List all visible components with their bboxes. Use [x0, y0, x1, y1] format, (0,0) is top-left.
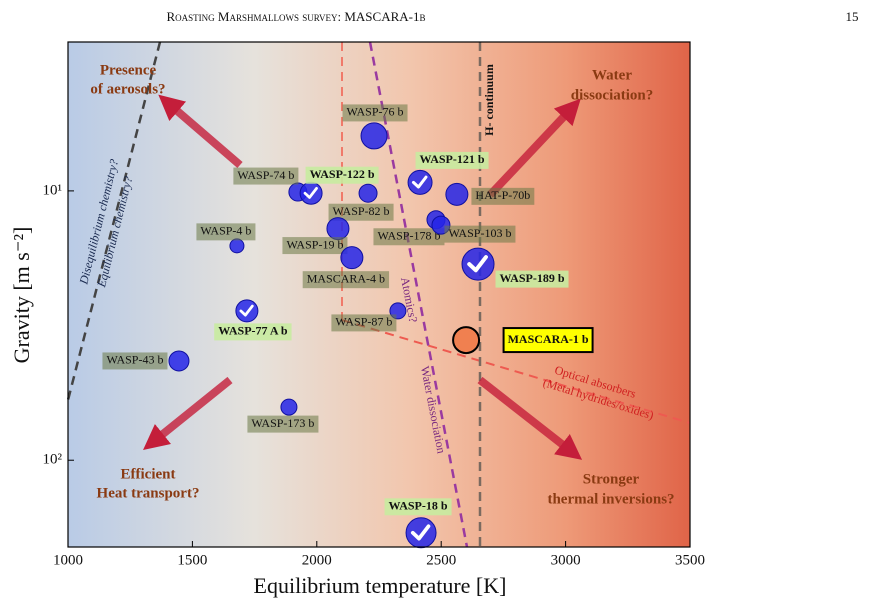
page-number: 15 [846, 9, 859, 24]
running-header: Roasting Marshmallows survey: MASCARA-1b [166, 9, 425, 24]
label-box [247, 415, 319, 433]
planet-label: WASP-122 b [310, 167, 375, 181]
planet-label: WASP-173 b [251, 416, 314, 430]
planet-label: WASP-189 b [500, 271, 565, 285]
planet-label: WASP-19 b [286, 237, 343, 251]
annotation: of aerosols? [90, 81, 165, 97]
label-box [373, 228, 445, 246]
arrow [158, 94, 243, 169]
x-tick-label: 1500 [177, 552, 207, 568]
label-box [415, 151, 489, 169]
annotation: Efficient [121, 466, 176, 482]
x-tick-label: 2500 [426, 552, 456, 568]
planet-label: WASP-18 b [389, 499, 448, 513]
y-axis-label: Gravity [m s⁻²] [9, 227, 34, 364]
planet-point [358, 183, 378, 203]
x-tick-label: 3000 [551, 552, 581, 568]
planet-point [461, 247, 495, 281]
detection-check [410, 524, 431, 541]
label-box [328, 203, 394, 221]
planet-point [340, 246, 364, 270]
planet-label: WASP-178 b [377, 229, 440, 243]
planet-point [235, 299, 259, 323]
planet-point [405, 517, 437, 549]
planet-label: WASP-121 b [420, 152, 485, 166]
planet-label: WASP-82 b [333, 204, 390, 218]
label-box [302, 271, 390, 289]
annotation: H- continuum [482, 64, 496, 136]
y-tick-label: 10¹ [43, 182, 63, 198]
planet-point [229, 238, 245, 254]
x-tick-label: 3500 [675, 552, 705, 568]
annotation: dissociation? [571, 87, 654, 103]
planet-label: WASP-43 b [106, 353, 163, 367]
planet-point [452, 326, 481, 355]
annotation: Stronger [583, 471, 640, 487]
planet-point [445, 182, 469, 206]
label-box [495, 270, 569, 288]
y-tick-label: 10² [43, 452, 63, 468]
label-box [342, 104, 408, 122]
planet-point [280, 398, 298, 416]
planet-point [299, 181, 323, 205]
planet-label: WASP-76 b [347, 105, 404, 119]
detection-check [303, 186, 318, 199]
chemistry-line [66, 41, 162, 401]
label-box [502, 327, 594, 354]
label-box [214, 323, 292, 341]
planet-label: WASP-77 A b [218, 324, 288, 338]
x-axis-label: Equilibrium temperature [K] [254, 573, 507, 598]
water-dissociation-line [368, 41, 469, 548]
label-box [305, 166, 379, 184]
annotation: Water [592, 67, 632, 83]
planet-label: WASP-74 b [237, 168, 294, 182]
label-box [471, 187, 535, 205]
detection-check [411, 175, 428, 189]
planet-label: WASP-87 b [335, 315, 392, 329]
label-box [233, 167, 299, 185]
detection-check [239, 304, 254, 317]
label-box [196, 223, 256, 241]
arrow [477, 376, 583, 460]
planet-label: MASCARA-1 b [508, 332, 589, 346]
planet-label: HAT-P-70b [475, 188, 530, 202]
plot-frame [67, 41, 691, 548]
planet-point [326, 217, 350, 241]
annotation: Heat transport? [97, 485, 200, 501]
x-tick-label: 2000 [302, 552, 332, 568]
optical-absorbers-line [341, 319, 691, 424]
label-box [444, 225, 516, 243]
planet-label: WASP-4 b [200, 224, 251, 238]
label-box [384, 498, 452, 516]
annotation: Presence [100, 62, 157, 78]
label-box [282, 237, 348, 255]
planet-point [360, 122, 388, 150]
annotation: thermal inversions? [547, 491, 674, 507]
arrow [487, 98, 581, 198]
planet-label: WASP-103 b [448, 226, 511, 240]
planet-point [168, 350, 190, 372]
label-box [331, 314, 397, 332]
planet-label: MASCARA-4 b [307, 271, 385, 285]
x-tick-label: 1000 [53, 552, 83, 568]
label-box [102, 352, 168, 370]
detection-check [467, 255, 488, 273]
arrow [143, 376, 233, 451]
planet-point [407, 169, 433, 195]
